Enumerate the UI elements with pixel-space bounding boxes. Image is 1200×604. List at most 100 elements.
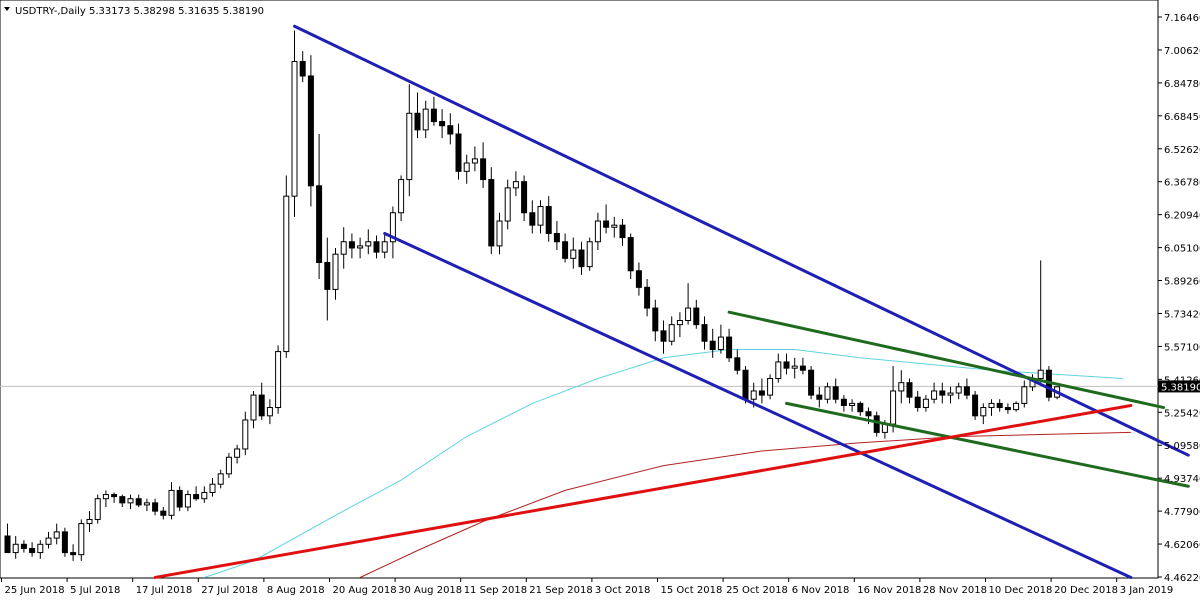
- candle-body: [12, 543, 19, 554]
- candle: [127, 494, 134, 510]
- x-tick-label: 20 Dec 2018: [1054, 585, 1118, 596]
- candle: [594, 212, 601, 251]
- candle-body: [111, 494, 118, 498]
- trendline-support[interactable]: [153, 403, 1133, 579]
- candle-body: [102, 494, 109, 500]
- candle-body: [242, 419, 249, 450]
- trendline-channel-upper[interactable]: [293, 24, 1190, 457]
- candle: [78, 519, 85, 561]
- candle: [283, 175, 290, 358]
- candle-body: [644, 286, 651, 309]
- y-tick-label: 7.00620: [1164, 46, 1200, 57]
- candle: [119, 494, 126, 507]
- candle-body: [873, 415, 880, 433]
- x-tick-label: 3 Jan 2019: [1120, 585, 1174, 596]
- candle-body: [266, 407, 273, 417]
- candle: [176, 486, 183, 512]
- candle: [242, 411, 249, 456]
- x-tick-label: 3 Oct 2018: [595, 585, 650, 596]
- x-tick-label: 10 Dec 2018: [989, 585, 1053, 596]
- candle-body: [406, 112, 413, 181]
- candle: [143, 498, 150, 512]
- candle-body: [193, 494, 200, 500]
- candle: [480, 142, 487, 188]
- candle-body: [963, 386, 970, 396]
- candle: [357, 237, 364, 259]
- candle: [291, 30, 298, 217]
- chart-header[interactable]: USDTRY-,Daily 5.33173 5.38298 5.31635 5.…: [4, 6, 264, 17]
- candle: [537, 200, 544, 234]
- candle-body: [742, 369, 749, 400]
- candle: [644, 279, 651, 317]
- candle-body: [94, 498, 101, 520]
- candle-body: [119, 496, 126, 504]
- candle-body: [635, 270, 642, 288]
- candle-body: [1037, 369, 1044, 380]
- candle: [709, 328, 716, 358]
- candle: [430, 96, 437, 126]
- y-tick-label: 5.09580: [1164, 441, 1200, 452]
- time-axis: 25 Jun 2018 5 Jul 2018 17 Jul 2018 27 Jul 2…: [1, 578, 1174, 596]
- candle-body: [676, 319, 683, 326]
- candle: [332, 247, 339, 300]
- candle: [570, 237, 577, 269]
- candle-body: [160, 510, 167, 516]
- candle-body: [307, 75, 314, 187]
- trendline-wedge-lower[interactable]: [785, 401, 1190, 488]
- candle: [799, 357, 806, 375]
- candle: [275, 345, 282, 414]
- candle-body: [1004, 407, 1011, 411]
- candle: [922, 395, 929, 412]
- candle-body: [857, 402, 864, 413]
- trendline-wedge-upper[interactable]: [727, 310, 1166, 410]
- candle-body: [53, 531, 60, 539]
- candle: [980, 403, 987, 425]
- x-tick-label: 27 Jul 2018: [201, 585, 258, 596]
- candle: [225, 453, 232, 478]
- candle-body: [791, 365, 798, 369]
- candle: [906, 378, 913, 404]
- candle-body: [184, 494, 191, 508]
- candle-body: [209, 483, 216, 493]
- candle: [4, 523, 11, 554]
- candle-body: [414, 112, 421, 131]
- candle-body: [275, 351, 282, 409]
- candle-body: [799, 365, 806, 371]
- x-tick-label: 15 Oct 2018: [661, 585, 723, 596]
- candle-body: [480, 158, 487, 181]
- trendline-channel-lower[interactable]: [383, 231, 1133, 579]
- y-tick-label: 6.84780: [1164, 79, 1200, 90]
- x-tick-label: 5 Jul 2018: [70, 585, 120, 596]
- triangle-down-icon[interactable]: [4, 7, 10, 11]
- candle: [758, 378, 765, 404]
- candle-body: [717, 336, 724, 351]
- candle-body: [143, 502, 150, 506]
- candle: [102, 490, 109, 507]
- y-tick-label: 4.46220: [1164, 573, 1200, 584]
- candle: [767, 374, 774, 400]
- candle: [717, 324, 724, 354]
- candle: [849, 399, 856, 412]
- candle: [504, 179, 511, 230]
- candle-body: [291, 60, 298, 197]
- candle: [726, 328, 733, 362]
- candle: [250, 390, 257, 429]
- candle-body: [29, 547, 36, 554]
- candle-body: [824, 386, 831, 400]
- candle-body: [734, 357, 741, 371]
- candle-body: [176, 489, 183, 508]
- candle: [340, 227, 347, 269]
- candle-body: [980, 407, 987, 417]
- candle-body: [840, 398, 847, 406]
- y-tick-label: 5.25420: [1164, 408, 1200, 419]
- candle: [947, 386, 954, 404]
- symbol-label: USDTRY-,Daily: [15, 6, 86, 17]
- candle: [840, 395, 847, 412]
- candle-body: [283, 195, 290, 353]
- candle: [217, 469, 224, 489]
- candle: [111, 492, 118, 503]
- candle-body: [365, 241, 372, 247]
- candle: [660, 320, 667, 354]
